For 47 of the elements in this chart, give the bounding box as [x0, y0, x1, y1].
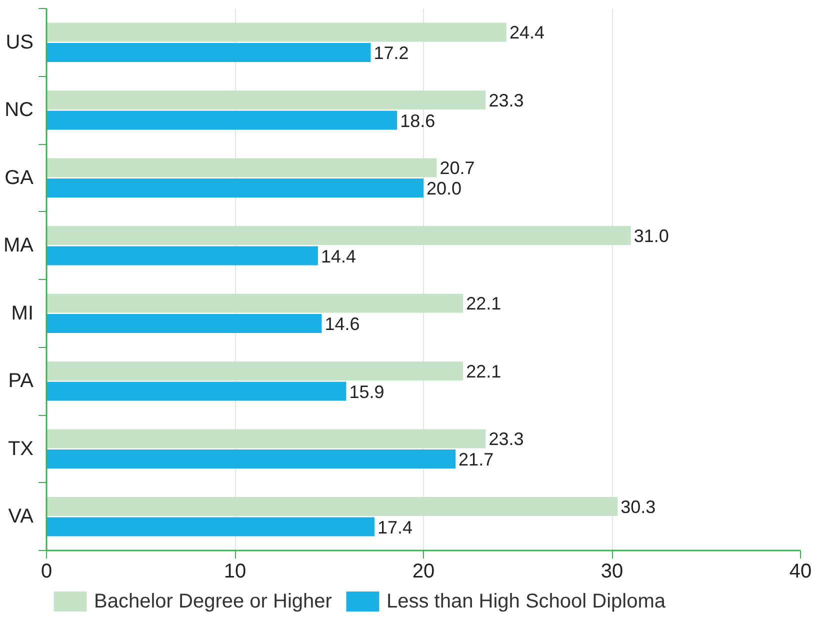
y-tick-label: PA: [8, 370, 34, 392]
legend-label: Less than High School Diploma: [386, 590, 666, 612]
y-tick-label: MA: [4, 234, 34, 257]
y-tick-label: US: [6, 31, 34, 54]
bar: [46, 43, 371, 62]
bar: [46, 226, 631, 245]
bar: [46, 361, 464, 380]
bar: [46, 496, 618, 516]
bar: [46, 246, 318, 266]
y-tick-label: MI: [11, 302, 34, 324]
data-label: 30.3: [620, 496, 656, 517]
data-label: 20.0: [426, 178, 462, 199]
x-tick-label: 10: [224, 560, 246, 582]
bar: [46, 517, 374, 536]
data-label: 20.7: [440, 158, 475, 178]
data-label: 22.1: [466, 294, 502, 314]
data-label: 23.3: [488, 429, 524, 450]
y-tick-label: NC: [4, 99, 34, 122]
bar: [46, 158, 437, 178]
x-tick-label: 40: [789, 560, 812, 582]
data-label: 17.2: [374, 43, 409, 64]
bar: [46, 294, 464, 313]
x-tick-label: 0: [40, 560, 52, 582]
data-label: 14.6: [324, 314, 360, 334]
data-label: 18.6: [400, 110, 436, 131]
data-label: 23.3: [488, 90, 524, 110]
bar: [46, 178, 424, 198]
bar: [46, 429, 486, 448]
data-label: 14.4: [320, 246, 356, 266]
x-tick-label: 20: [412, 560, 435, 582]
y-tick-label: GA: [4, 166, 34, 189]
bar: [46, 22, 506, 42]
data-label: 21.7: [458, 450, 494, 470]
bar: [46, 450, 456, 469]
data-label: 31.0: [634, 226, 669, 246]
y-tick-label: TX: [8, 438, 34, 460]
y-tick-label: VA: [8, 506, 34, 528]
legend-label: Bachelor Degree or Higher: [94, 590, 332, 612]
x-tick-label: 30: [600, 560, 624, 582]
data-label: 17.4: [377, 517, 413, 538]
bar: [46, 314, 322, 334]
data-label: 24.4: [509, 22, 544, 43]
bar: [46, 382, 346, 401]
bar: [46, 90, 486, 110]
data-label: 15.9: [349, 382, 384, 402]
data-label: 22.1: [466, 361, 502, 382]
bar: [46, 110, 398, 130]
